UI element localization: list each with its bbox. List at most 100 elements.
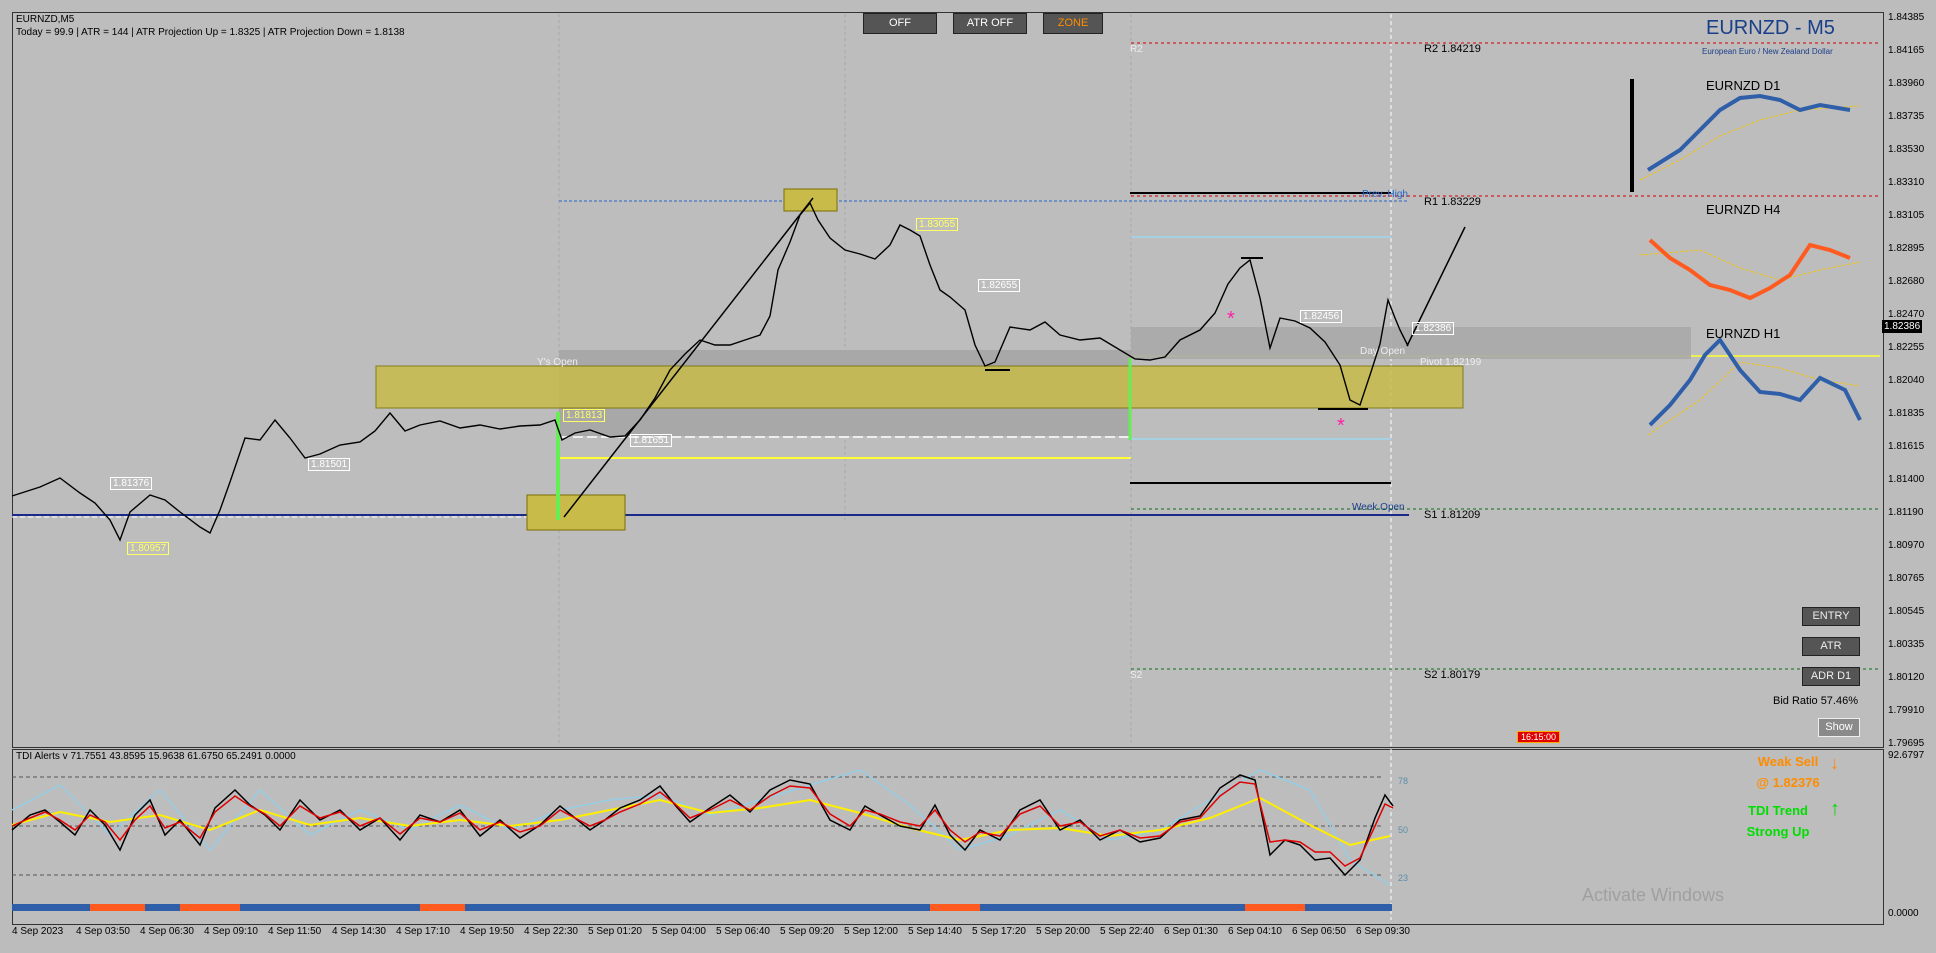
x-tick: 4 Sep 03:50 bbox=[76, 926, 130, 937]
activate-windows-watermark: Activate Windows bbox=[1582, 885, 1725, 905]
y-tick: 1.83105 bbox=[1888, 210, 1925, 221]
y-tick: 1.81190 bbox=[1888, 507, 1924, 518]
off-button[interactable]: OFF bbox=[863, 13, 937, 34]
x-tick: 4 Sep 14:30 bbox=[332, 926, 386, 937]
svg-text:*: * bbox=[1227, 308, 1235, 330]
price-label: 1.81651 bbox=[630, 434, 673, 447]
x-tick: 4 Sep 06:30 bbox=[140, 926, 194, 937]
atr-stats: Today = 99.9 | ATR = 144 | ATR Projectio… bbox=[16, 27, 405, 38]
x-tick: 5 Sep 20:00 bbox=[1036, 926, 1090, 937]
y-tick: 1.82470 bbox=[1888, 309, 1925, 320]
x-tick: 4 Sep 17:10 bbox=[396, 926, 450, 937]
price-label: 1.81501 bbox=[308, 458, 351, 471]
level-23: 23 bbox=[1398, 873, 1409, 883]
signal-weak-sell-line2: @ 1.82376 bbox=[1756, 775, 1820, 790]
x-tick: 4 Sep 2023 bbox=[12, 926, 64, 937]
symbol-timeframe: EURNZD,M5 bbox=[16, 14, 75, 25]
show-button[interactable]: Show bbox=[1818, 718, 1860, 737]
price-label: 1.82456 bbox=[1300, 310, 1343, 323]
x-tick: 4 Sep 11:50 bbox=[268, 926, 322, 937]
y-tick: 1.83960 bbox=[1888, 78, 1925, 89]
x-tick: 5 Sep 22:40 bbox=[1100, 926, 1154, 937]
mini-chart-d1-title: EURNZD D1 bbox=[1706, 78, 1781, 93]
week-open-label: Week Open bbox=[1352, 502, 1405, 513]
x-tick: 5 Sep 04:00 bbox=[652, 926, 706, 937]
x-tick: 4 Sep 22:30 bbox=[524, 926, 578, 937]
pivot-r2-label: R2 1.84219 bbox=[1424, 43, 1481, 55]
entry-button[interactable]: ENTRY bbox=[1802, 607, 1860, 626]
time-tag: 16:15:00 bbox=[1517, 731, 1561, 743]
day-open-label: Day Open bbox=[1360, 346, 1406, 357]
y-tick: 1.83735 bbox=[1888, 111, 1925, 122]
y-tick: 1.81835 bbox=[1888, 408, 1925, 419]
mini-chart-h1-title: EURNZD H1 bbox=[1706, 326, 1781, 341]
price-label: 1.82655 bbox=[978, 279, 1021, 292]
chart-title: EURNZD - M5 bbox=[1706, 17, 1835, 39]
prev-high-label: Prev. High bbox=[1362, 189, 1408, 200]
yd-open-label: Y's Open bbox=[537, 357, 578, 368]
x-tick: 5 Sep 14:40 bbox=[908, 926, 962, 937]
current-price-tag: 1.82386 bbox=[1882, 320, 1922, 333]
y-tick: 1.83530 bbox=[1888, 144, 1925, 155]
y-tick: 1.82680 bbox=[1888, 276, 1925, 287]
price-label: 1.83055 bbox=[916, 218, 959, 231]
atr-button[interactable]: ATR bbox=[1802, 637, 1860, 656]
price-label: 1.81376 bbox=[110, 477, 153, 490]
x-tick: 6 Sep 04:10 bbox=[1228, 926, 1282, 937]
indicator-header: TDI Alerts v 71.7551 43.8595 15.9638 61.… bbox=[16, 751, 296, 762]
zone-button[interactable]: ZONE bbox=[1043, 13, 1103, 34]
x-tick: 4 Sep 19:50 bbox=[460, 926, 514, 937]
x-tick: 6 Sep 09:30 bbox=[1356, 926, 1410, 937]
y-tick: 1.84165 bbox=[1888, 45, 1925, 56]
arrow-up-icon: ↑ bbox=[1830, 798, 1840, 820]
x-tick: 5 Sep 06:40 bbox=[716, 926, 770, 937]
x-tick: 5 Sep 17:20 bbox=[972, 926, 1026, 937]
y-tick: 1.83310 bbox=[1888, 177, 1925, 188]
bid-ratio: Bid Ratio 57.46% bbox=[1773, 695, 1858, 707]
x-tick: 5 Sep 09:20 bbox=[780, 926, 834, 937]
pivot-s1-label: S1 1.81209 bbox=[1424, 509, 1481, 521]
price-label: 1.80957 bbox=[127, 542, 170, 555]
signal-weak-sell: Weak Sell @ 1.82376 bbox=[1740, 751, 1836, 793]
indicator-axis-bottom: 0.0000 bbox=[1888, 908, 1919, 919]
x-tick: 6 Sep 06:50 bbox=[1292, 926, 1346, 937]
signal-tdi-trend-line1: TDI Trend bbox=[1748, 803, 1808, 818]
y-tick: 1.79910 bbox=[1888, 705, 1925, 716]
y-tick: 1.84385 bbox=[1888, 12, 1925, 23]
adr-d1-button[interactable]: ADR D1 bbox=[1802, 667, 1860, 686]
mini-chart-h4-title: EURNZD H4 bbox=[1706, 202, 1781, 217]
x-tick: 6 Sep 01:30 bbox=[1164, 926, 1218, 937]
y-tick: 1.81615 bbox=[1888, 441, 1925, 452]
y-tick: 1.80120 bbox=[1888, 672, 1925, 683]
signal-weak-sell-line1: Weak Sell bbox=[1757, 754, 1819, 769]
svg-text:*: * bbox=[1337, 415, 1345, 437]
y-tick: 1.80335 bbox=[1888, 639, 1925, 650]
y-tick: 1.79695 bbox=[1888, 738, 1925, 749]
x-tick: 4 Sep 09:10 bbox=[204, 926, 258, 937]
price-label: 1.81813 bbox=[563, 409, 606, 422]
signal-tdi-trend: TDI Trend Strong Up bbox=[1730, 800, 1826, 842]
y-tick: 1.80545 bbox=[1888, 606, 1925, 617]
level-50: 50 bbox=[1398, 825, 1409, 835]
y-tick: 1.81400 bbox=[1888, 474, 1925, 485]
s2-left-label: S2 bbox=[1130, 670, 1143, 681]
y-tick: 1.82255 bbox=[1888, 342, 1925, 353]
chart-subtitle: European Euro / New Zealand Dollar bbox=[1702, 47, 1833, 56]
y-tick: 1.82895 bbox=[1888, 243, 1925, 254]
price-label: 1.82386 bbox=[1412, 322, 1455, 335]
pivot-s2-label: S2 1.80179 bbox=[1424, 669, 1481, 681]
pivot-r1-label: R1 1.83229 bbox=[1424, 196, 1481, 208]
x-tick: 5 Sep 01:20 bbox=[588, 926, 642, 937]
signal-tdi-trend-line2: Strong Up bbox=[1746, 824, 1810, 839]
x-tick: 5 Sep 12:00 bbox=[844, 926, 898, 937]
pivot-label: Pivot 1.82199 bbox=[1420, 357, 1482, 368]
r2-left-label: R2 bbox=[1130, 44, 1143, 55]
atr-off-button[interactable]: ATR OFF bbox=[953, 13, 1027, 34]
y-tick: 1.80970 bbox=[1888, 540, 1925, 551]
y-tick: 1.82040 bbox=[1888, 375, 1925, 386]
y-tick: 1.80765 bbox=[1888, 573, 1925, 584]
arrow-down-icon: ↓ bbox=[1830, 753, 1839, 773]
level-78: 78 bbox=[1398, 776, 1409, 786]
indicator-axis-top: 92.6797 bbox=[1888, 750, 1925, 761]
